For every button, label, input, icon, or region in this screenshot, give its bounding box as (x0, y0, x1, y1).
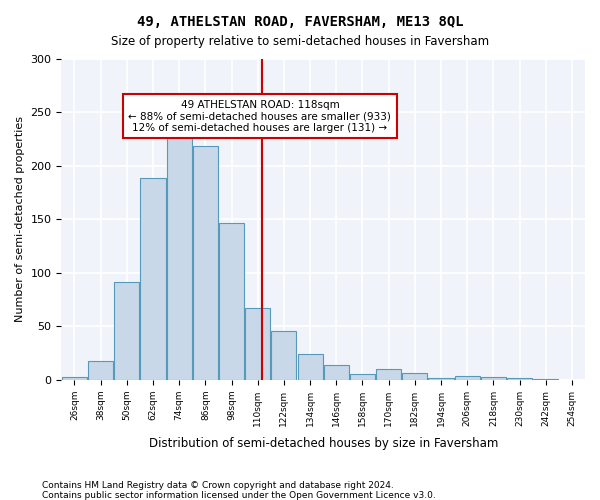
Y-axis label: Number of semi-detached properties: Number of semi-detached properties (15, 116, 25, 322)
Bar (324, 365, 349, 380)
Bar (376, 369, 401, 380)
Bar (193, 146, 218, 380)
Text: 49 ATHELSTAN ROAD: 118sqm
← 88% of semi-detached houses are smaller (933)
12% of: 49 ATHELSTAN ROAD: 118sqm ← 88% of semi-… (128, 100, 391, 133)
Bar (167, 128, 192, 380)
Bar (219, 222, 244, 380)
Bar (428, 378, 454, 380)
Bar (402, 374, 427, 380)
Bar (271, 330, 296, 380)
Text: 49, ATHELSTAN ROAD, FAVERSHAM, ME13 8QL: 49, ATHELSTAN ROAD, FAVERSHAM, ME13 8QL (137, 15, 463, 29)
Bar (62, 376, 87, 380)
Bar (507, 378, 532, 380)
Bar (115, 282, 139, 380)
Bar (481, 376, 506, 380)
Bar (298, 354, 323, 380)
Bar (350, 374, 375, 380)
Bar (245, 308, 270, 380)
Bar (533, 378, 558, 380)
Bar (140, 178, 166, 380)
Bar (88, 360, 113, 380)
Text: Contains HM Land Registry data © Crown copyright and database right 2024.: Contains HM Land Registry data © Crown c… (42, 481, 394, 490)
Bar (455, 376, 480, 380)
X-axis label: Distribution of semi-detached houses by size in Faversham: Distribution of semi-detached houses by … (149, 437, 498, 450)
Text: Contains public sector information licensed under the Open Government Licence v3: Contains public sector information licen… (42, 491, 436, 500)
Text: Size of property relative to semi-detached houses in Faversham: Size of property relative to semi-detach… (111, 35, 489, 48)
